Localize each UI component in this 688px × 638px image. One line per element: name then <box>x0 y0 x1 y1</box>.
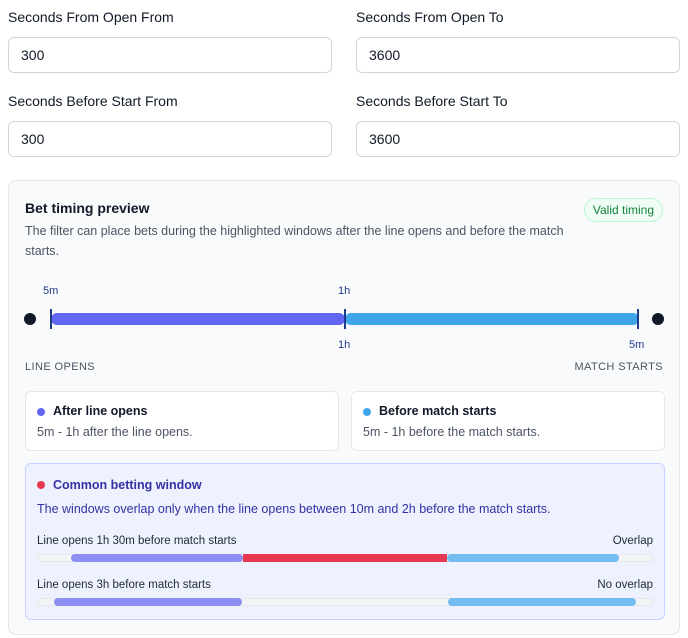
match-starts-marker <box>652 313 664 325</box>
open-to-label: Seconds From Open To <box>356 9 504 25</box>
common-window-title: Common betting window <box>53 478 202 492</box>
after-line-opens-card: After line opens 5m - 1h after the line … <box>25 391 339 451</box>
after-card-text: 5m - 1h after the line opens. <box>37 425 193 439</box>
bet-timing-preview-panel: Bet timing preview Valid timing The filt… <box>8 180 680 635</box>
scenario-2-before-segment <box>448 598 636 606</box>
before-from-label: Seconds Before Start From <box>8 93 178 109</box>
scenario-1-overlap-segment <box>243 554 447 562</box>
match-starts-caption: MATCH STARTS <box>574 361 663 373</box>
valid-timing-badge: Valid timing <box>583 198 663 222</box>
before-to-input[interactable] <box>356 121 680 157</box>
before-to-label: Seconds Before Start To <box>356 93 508 109</box>
scenario-1-track <box>37 554 653 562</box>
scenario-2-result: No overlap <box>597 579 653 591</box>
scenario-2-after-segment <box>54 598 242 606</box>
tick-after-start: 5m <box>43 285 59 297</box>
line-opens-marker <box>24 313 36 325</box>
scenario-2-track <box>37 598 653 606</box>
window-boundary-tick <box>344 309 346 329</box>
open-to-input[interactable] <box>356 37 680 73</box>
after-legend-dot <box>37 408 45 416</box>
line-opens-caption: LINE OPENS <box>25 361 96 373</box>
common-legend-dot <box>37 481 45 489</box>
before-match-starts-card: Before match starts 5m - 1h before the m… <box>351 391 665 451</box>
before-legend-dot <box>363 408 371 416</box>
common-window-text: The windows overlap only when the line o… <box>37 502 551 516</box>
scenario-1-before-segment <box>447 554 619 562</box>
before-from-input[interactable] <box>8 121 332 157</box>
preview-description: The filter can place bets during the hig… <box>25 224 564 258</box>
scenario-1-after-segment <box>71 554 243 562</box>
tick-before-start: 1h <box>338 339 351 351</box>
open-from-input[interactable] <box>8 37 332 73</box>
before-match-starts-window <box>345 313 639 325</box>
common-window-box: Common betting window The windows overla… <box>25 463 665 620</box>
before-card-title: Before match starts <box>379 404 497 418</box>
scenario-2-label: Line opens 3h before match starts <box>37 579 211 591</box>
open-from-label: Seconds From Open From <box>8 9 174 25</box>
tick-before-end: 5m <box>629 339 645 351</box>
scenario-1-result: Overlap <box>612 535 653 547</box>
tick-after-end: 1h <box>338 285 351 297</box>
after-card-title: After line opens <box>53 404 148 418</box>
after-line-opens-window <box>51 313 345 325</box>
preview-title: Bet timing preview <box>25 200 150 216</box>
after-window-start-tick <box>50 309 52 329</box>
before-window-end-tick <box>637 309 639 329</box>
before-card-text: 5m - 1h before the match starts. <box>363 425 541 439</box>
scenario-1-label: Line opens 1h 30m before match starts <box>37 535 237 547</box>
